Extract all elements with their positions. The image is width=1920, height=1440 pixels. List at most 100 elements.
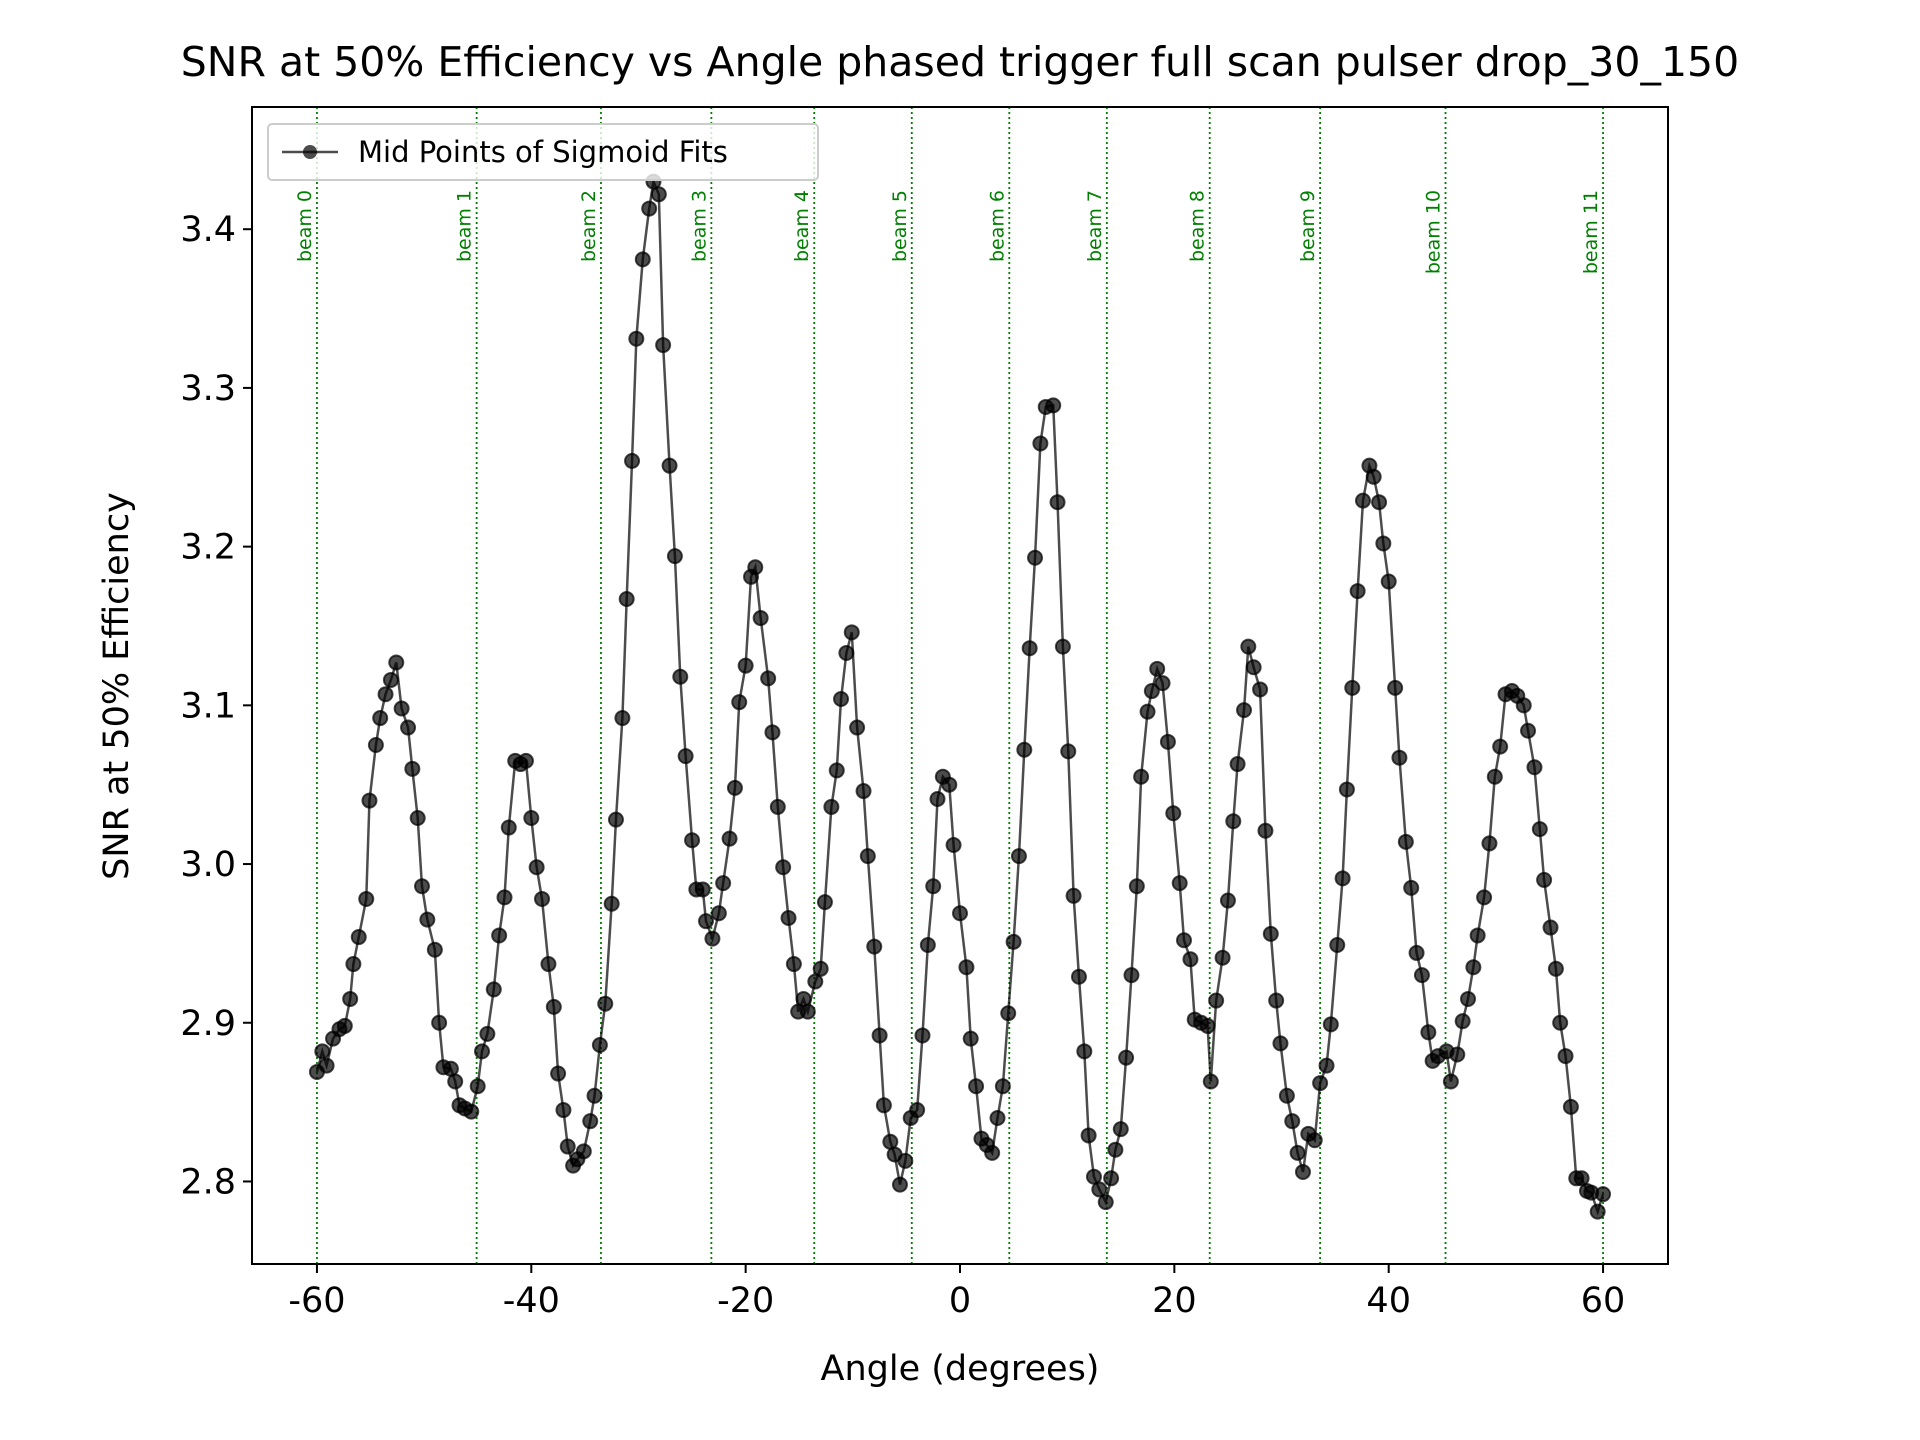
data-point — [400, 719, 417, 736]
data-point — [1000, 1005, 1017, 1022]
data-point — [1049, 494, 1066, 511]
data-point — [666, 548, 683, 565]
x-tick-label: 0 — [949, 1281, 971, 1321]
x-tick-label: 20 — [1152, 1281, 1197, 1321]
data-point — [1054, 638, 1071, 655]
data-point — [1175, 932, 1192, 949]
data-point — [404, 760, 421, 777]
data-point — [1278, 1087, 1295, 1104]
data-point — [1010, 848, 1027, 865]
data-point — [1214, 949, 1231, 966]
data-point — [1182, 951, 1199, 968]
data-point — [1097, 1194, 1114, 1211]
data-point — [655, 337, 672, 354]
data-point — [780, 910, 797, 927]
data-point — [1486, 768, 1503, 785]
data-point — [624, 452, 641, 469]
data-point — [318, 1057, 335, 1074]
data-point — [586, 1087, 603, 1104]
legend-marker — [303, 145, 317, 159]
data-point — [1492, 738, 1509, 755]
data-point — [1536, 871, 1553, 888]
data-point — [1245, 659, 1262, 676]
data-point — [1349, 583, 1366, 600]
y-tick-label: 3.3 — [180, 369, 236, 409]
data-point — [760, 670, 777, 687]
data-point — [1562, 1098, 1579, 1115]
data-point — [591, 1036, 608, 1053]
data-point — [1520, 722, 1537, 739]
beam-label: beam 3 — [688, 190, 710, 262]
data-point — [463, 1103, 480, 1120]
data-point — [1252, 681, 1269, 698]
data-point — [855, 783, 872, 800]
data-point — [1289, 1144, 1306, 1161]
data-point — [419, 911, 436, 928]
data-point — [473, 1043, 490, 1060]
beam-label: beam 1 — [454, 190, 476, 262]
data-point — [367, 737, 384, 754]
data-point — [1589, 1203, 1606, 1220]
data-point — [1027, 549, 1044, 566]
data-point — [382, 671, 399, 688]
data-point — [1552, 1014, 1569, 1031]
data-point — [828, 762, 845, 779]
data-point — [1154, 675, 1171, 692]
data-point — [447, 1073, 464, 1090]
data-point — [677, 748, 694, 765]
data-point — [785, 956, 802, 973]
beam-label: beam 0 — [294, 190, 316, 262]
data-point — [1065, 887, 1082, 904]
data-point — [1387, 679, 1404, 696]
data-point — [962, 1030, 979, 1047]
data-point — [1219, 892, 1236, 909]
data-point — [1460, 990, 1477, 1007]
data-point — [628, 330, 645, 347]
data-point — [485, 981, 502, 998]
data-point — [361, 792, 378, 809]
data-point — [875, 1097, 892, 1114]
data-point — [1133, 768, 1150, 785]
data-point — [517, 752, 534, 769]
data-point — [1021, 640, 1038, 657]
data-point — [704, 930, 721, 947]
data-point — [661, 457, 678, 474]
data-point — [1159, 733, 1176, 750]
data-point — [1515, 697, 1532, 714]
data-point — [1229, 756, 1246, 773]
data-point — [1016, 741, 1033, 758]
data-point — [618, 591, 635, 608]
data-point — [1165, 805, 1182, 822]
data-point — [1449, 1046, 1466, 1063]
data-point — [582, 1113, 599, 1130]
data-point — [1257, 822, 1274, 839]
beam-label: beam 11 — [1580, 190, 1602, 274]
x-tick-label: 60 — [1581, 1281, 1626, 1321]
data-point — [849, 719, 866, 736]
data-point — [1171, 875, 1188, 892]
data-point — [1236, 702, 1253, 719]
data-point — [342, 990, 359, 1007]
chart-title: SNR at 50% Efficiency vs Angle phased tr… — [181, 38, 1739, 86]
data-point — [1354, 492, 1371, 509]
data-point — [1070, 968, 1087, 985]
data-point — [914, 1027, 931, 1044]
data-point — [929, 790, 946, 807]
data-point — [1091, 1181, 1108, 1198]
data-point — [614, 710, 631, 727]
data-point — [1476, 889, 1493, 906]
data-point — [393, 700, 410, 717]
data-point — [1531, 821, 1548, 838]
data-point — [575, 1143, 592, 1160]
data-point — [1454, 1013, 1471, 1030]
data-point — [1403, 879, 1420, 896]
data-point — [1542, 919, 1559, 936]
data-point — [1208, 992, 1225, 1009]
x-tick-label: -40 — [503, 1281, 560, 1321]
x-axis-label: Angle (degrees) — [821, 1349, 1100, 1389]
data-point — [1329, 936, 1346, 953]
data-point — [469, 1078, 486, 1095]
data-point — [1045, 397, 1062, 414]
data-point — [634, 251, 651, 268]
data-point — [925, 878, 942, 895]
